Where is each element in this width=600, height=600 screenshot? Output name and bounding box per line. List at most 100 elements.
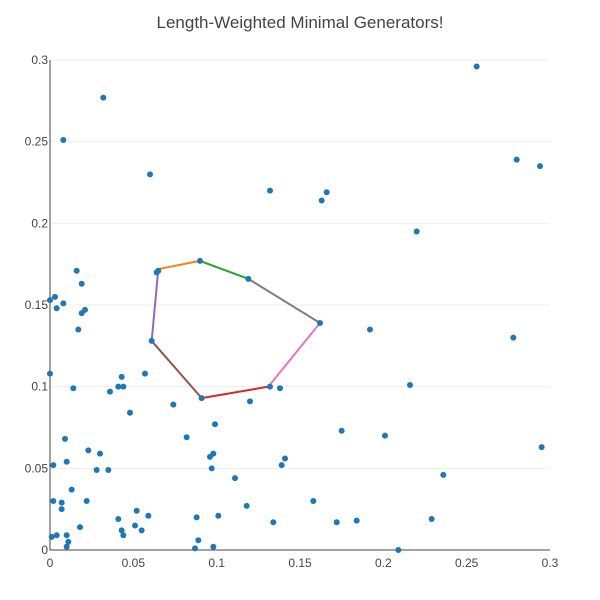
data-point — [70, 385, 77, 392]
data-point — [278, 462, 285, 469]
data-point — [58, 499, 65, 506]
data-point — [97, 450, 103, 457]
cycle-layer — [150, 259, 321, 400]
data-point — [155, 267, 162, 274]
data-point — [47, 297, 53, 304]
y-tick-label: 0.3 — [31, 53, 48, 67]
data-point — [353, 517, 360, 524]
data-point — [148, 337, 155, 344]
data-point — [407, 382, 413, 389]
data-point — [100, 94, 107, 101]
grid-layer — [50, 59, 550, 469]
x-tick-label: 0.05 — [122, 556, 146, 570]
data-point — [323, 189, 330, 196]
data-point — [52, 293, 58, 300]
y-tick-label: 0 — [41, 543, 48, 557]
data-point — [60, 137, 67, 144]
x-tick-label: 0.15 — [288, 556, 312, 570]
data-point — [440, 471, 447, 478]
cycle-edge — [267, 321, 321, 388]
data-point — [243, 502, 250, 509]
x-tick-label: 0.3 — [542, 556, 559, 570]
data-point — [68, 486, 75, 493]
data-point — [85, 447, 92, 454]
cycle-edge — [247, 277, 321, 324]
axis-layer — [49, 60, 550, 551]
data-point — [50, 462, 57, 469]
data-point — [270, 519, 277, 526]
x-tick-label: 0.25 — [455, 556, 479, 570]
x-tick-label: 0.1 — [208, 556, 225, 570]
data-point — [83, 498, 90, 504]
data-point — [207, 453, 213, 460]
data-point — [192, 545, 198, 552]
data-point — [105, 466, 112, 473]
data-point — [63, 458, 70, 465]
data-point — [50, 498, 57, 504]
data-point — [197, 257, 203, 264]
data-point — [212, 421, 218, 428]
x-tick-label: 0 — [47, 556, 54, 570]
x-tick-label: 0.2 — [375, 556, 392, 570]
data-point — [63, 532, 70, 539]
data-point — [198, 395, 205, 402]
data-point — [115, 383, 122, 390]
data-point — [215, 512, 222, 519]
data-point — [93, 466, 100, 473]
data-point — [318, 197, 325, 204]
data-point — [193, 514, 200, 521]
cycle-edge — [157, 259, 201, 271]
data-point — [138, 527, 145, 534]
data-point — [75, 326, 82, 333]
data-point — [170, 401, 177, 408]
data-point — [77, 524, 83, 531]
data-point — [473, 63, 480, 70]
data-point — [245, 275, 252, 282]
data-point — [58, 506, 65, 513]
data-point — [53, 532, 60, 539]
cycle-edge — [200, 385, 270, 400]
data-point — [47, 370, 53, 377]
data-point — [382, 432, 388, 439]
y-tick-label: 0.15 — [25, 298, 49, 312]
y-tick-label: 0.25 — [25, 135, 49, 149]
data-point — [367, 326, 373, 333]
data-point — [147, 171, 153, 178]
data-point — [118, 527, 125, 534]
data-point — [310, 498, 317, 504]
data-point — [63, 543, 70, 550]
y-tick-label: 0.1 — [31, 380, 48, 394]
data-point — [428, 515, 435, 522]
data-point — [267, 383, 273, 390]
chart-title: Length-Weighted Minimal Generators! — [157, 13, 444, 32]
data-point — [62, 435, 68, 442]
data-point — [53, 305, 60, 312]
y-tick-label: 0.05 — [25, 461, 49, 475]
data-point — [118, 373, 125, 380]
data-point — [127, 409, 133, 416]
tick-labels-layer: 0 0.05 0.1 0.15 0.2 0.25 0.3 0 0.05 0.1 0.15 0.2 0.2… — [25, 53, 559, 570]
data-point — [120, 383, 127, 390]
data-point — [513, 156, 520, 163]
data-point — [115, 515, 122, 522]
data-point — [145, 512, 152, 519]
data-point — [195, 537, 202, 544]
data-point — [48, 533, 55, 540]
y-tick-label: 0.2 — [31, 216, 48, 230]
data-point — [208, 465, 215, 472]
data-point — [232, 475, 238, 482]
data-point — [78, 280, 85, 287]
cycle-edge — [150, 268, 160, 342]
data-point — [413, 228, 420, 235]
data-point — [267, 187, 273, 194]
data-point — [537, 163, 543, 170]
data-point — [142, 370, 148, 377]
data-point — [107, 388, 113, 395]
data-point — [78, 310, 85, 317]
data-point — [132, 522, 138, 529]
cycle-edge — [199, 259, 250, 280]
data-point — [538, 444, 545, 451]
data-point — [510, 334, 517, 341]
